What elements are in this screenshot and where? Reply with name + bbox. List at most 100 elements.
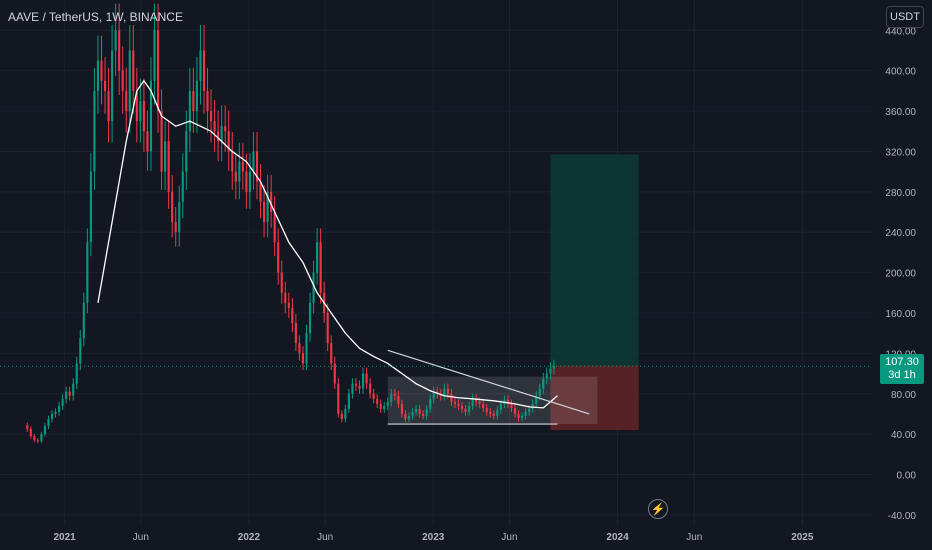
candle-body [248, 171, 251, 192]
lightning-icon[interactable]: ⚡ [648, 499, 668, 519]
moving-average-line [97, 79, 558, 409]
candle-body [40, 434, 43, 442]
candle-body [195, 80, 198, 112]
candle-body [457, 403, 460, 406]
candle-body [142, 100, 145, 132]
candle-body [128, 50, 131, 112]
candle-body [443, 388, 446, 396]
candle-body [139, 100, 142, 122]
x-tick-label: Jun [501, 532, 517, 543]
candle-body [354, 383, 358, 386]
candle-body [372, 393, 375, 399]
candle-body [404, 413, 407, 419]
candle-body [29, 429, 32, 437]
candle-body [111, 50, 114, 122]
candle-body [206, 90, 209, 112]
candle-body [506, 399, 510, 404]
candle-body [255, 151, 259, 182]
candle-body [227, 131, 230, 152]
candle-body [542, 378, 545, 389]
candle-body [333, 363, 336, 384]
candle-body [238, 161, 241, 182]
candle-body [393, 393, 396, 396]
candle-body [174, 222, 177, 233]
candle-body [330, 343, 333, 364]
candle-body [72, 383, 75, 396]
candle-body [284, 292, 287, 303]
x-tick-label: Jun [317, 532, 333, 543]
candle-body [234, 171, 237, 182]
y-tick-label: 360.00 [885, 107, 916, 118]
candle-body [209, 111, 213, 122]
candle-body [414, 408, 418, 412]
candle-body [386, 401, 389, 406]
candle-body [344, 408, 347, 419]
candle-body [68, 391, 71, 396]
candle-body [231, 151, 234, 172]
candle-body [153, 30, 156, 81]
candle-body [270, 191, 273, 213]
candle-body [432, 391, 435, 399]
candle-body [43, 426, 46, 435]
candle-body [453, 401, 456, 404]
y-tick-label: 400.00 [885, 67, 916, 78]
candle-body [135, 90, 138, 122]
candle-body [171, 191, 174, 223]
candle-body [383, 405, 386, 409]
candle-body [411, 411, 414, 416]
candle-body [245, 171, 248, 192]
candle-body [400, 403, 403, 414]
candle-body [121, 70, 124, 91]
y-tick-label: 80.00 [891, 390, 916, 401]
x-tick-label: 2024 [606, 532, 629, 543]
x-tick-label: 2023 [422, 532, 445, 543]
candle-body [450, 393, 453, 402]
candle-body [241, 161, 244, 172]
y-tick-label: 160.00 [885, 309, 916, 320]
candle-body [294, 323, 297, 344]
candle-body [164, 141, 167, 172]
candle-body [118, 30, 121, 71]
x-tick-label: 2025 [791, 532, 814, 543]
candle-body [340, 413, 343, 419]
candle-body [535, 395, 538, 404]
candle-body [397, 395, 400, 404]
y-tick-label: 320.00 [885, 147, 916, 158]
y-tick-label: 280.00 [885, 188, 916, 199]
candle-body [114, 30, 117, 51]
candle-body [192, 90, 195, 112]
candle-body [217, 131, 220, 142]
candle-body [301, 353, 305, 364]
y-tick-label: 200.00 [885, 269, 916, 280]
last-price-value: 107.30 [885, 356, 919, 368]
candle-body [58, 405, 61, 412]
candle-body [100, 60, 103, 81]
candle-body [273, 212, 276, 243]
candle-body [422, 413, 425, 416]
candle-body [298, 343, 301, 354]
candle-body [326, 312, 329, 344]
candle-body [26, 425, 29, 430]
x-tick-label: 2021 [54, 532, 77, 543]
candle-body [259, 181, 262, 202]
candle-body [156, 30, 160, 112]
candle-body [79, 338, 82, 364]
triangle-upper-line [387, 349, 590, 415]
candle-body [425, 408, 428, 416]
candle-body [224, 126, 227, 132]
candle-body [167, 141, 170, 192]
candle-body [54, 411, 57, 414]
candle-body [390, 393, 393, 402]
candle-body [308, 302, 312, 334]
candle-body [460, 405, 464, 409]
candle-body [538, 388, 541, 396]
candle-body [82, 302, 85, 339]
candle-body [146, 131, 149, 152]
y-tick-label: 440.00 [885, 26, 916, 37]
candle-body [319, 242, 322, 293]
candle-body [471, 398, 474, 406]
currency-button[interactable]: USDT [886, 6, 924, 28]
candle-body [528, 408, 531, 412]
candle-body [107, 90, 110, 122]
